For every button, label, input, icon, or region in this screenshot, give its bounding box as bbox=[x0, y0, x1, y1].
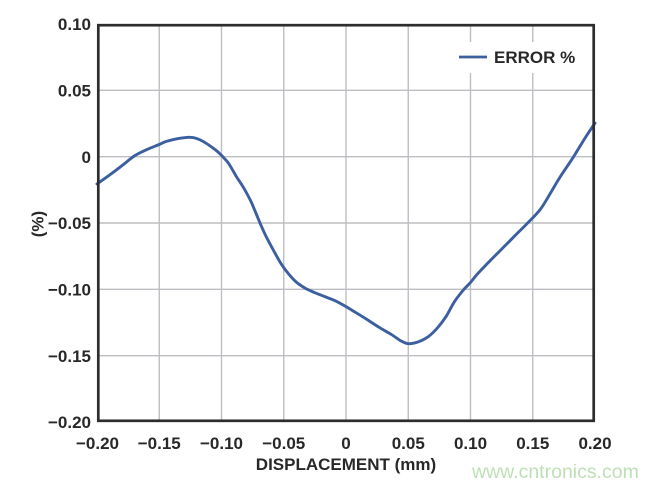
svg-text:0: 0 bbox=[341, 434, 350, 453]
svg-text:(%): (%) bbox=[29, 211, 48, 237]
svg-text:−0.20: −0.20 bbox=[48, 413, 91, 432]
svg-text:−0.10: −0.10 bbox=[48, 280, 91, 299]
svg-text:0.10: 0.10 bbox=[58, 15, 91, 34]
svg-text:0.05: 0.05 bbox=[392, 434, 425, 453]
svg-text:www.cntronics.com: www.cntronics.com bbox=[471, 461, 639, 483]
svg-text:−0.20: −0.20 bbox=[76, 434, 119, 453]
svg-text:0: 0 bbox=[82, 148, 91, 167]
svg-text:−0.05: −0.05 bbox=[48, 214, 91, 233]
svg-text:ERROR %: ERROR % bbox=[494, 48, 575, 67]
svg-text:−0.05: −0.05 bbox=[262, 434, 305, 453]
svg-text:−0.15: −0.15 bbox=[48, 347, 91, 366]
svg-text:−0.15: −0.15 bbox=[138, 434, 181, 453]
svg-text:DISPLACEMENT (mm): DISPLACEMENT (mm) bbox=[256, 455, 436, 474]
svg-text:0.15: 0.15 bbox=[516, 434, 549, 453]
svg-text:0.05: 0.05 bbox=[58, 81, 91, 100]
svg-text:−0.10: −0.10 bbox=[200, 434, 243, 453]
svg-text:0.10: 0.10 bbox=[454, 434, 487, 453]
svg-text:0.20: 0.20 bbox=[578, 434, 611, 453]
